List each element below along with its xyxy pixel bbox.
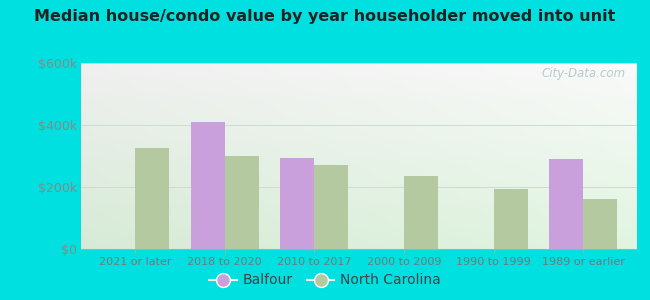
Text: Median house/condo value by year householder moved into unit: Median house/condo value by year househo… bbox=[34, 9, 616, 24]
Bar bbox=[280, 158, 315, 249]
Bar bbox=[493, 188, 528, 249]
Legend: Balfour, North Carolina: Balfour, North Carolina bbox=[203, 268, 447, 293]
Bar bbox=[315, 165, 348, 249]
Bar bbox=[225, 156, 259, 249]
Bar bbox=[404, 176, 438, 249]
Bar bbox=[135, 148, 169, 249]
Bar bbox=[583, 200, 618, 249]
Bar bbox=[190, 122, 225, 249]
Text: City-Data.com: City-Data.com bbox=[541, 67, 626, 80]
Bar bbox=[549, 159, 583, 249]
